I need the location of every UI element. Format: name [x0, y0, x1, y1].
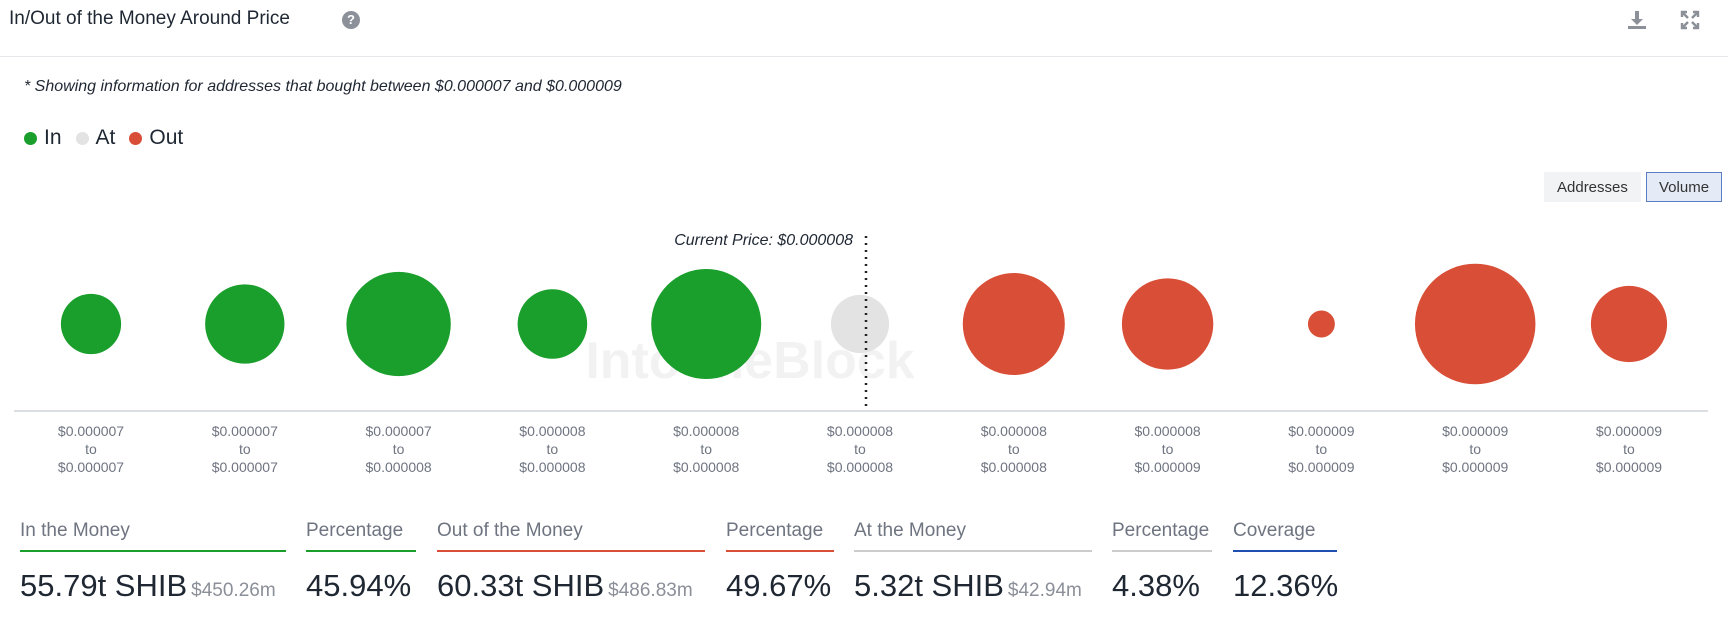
x-tick-label: $0.000008 [827, 423, 893, 439]
stat-label: Percentage [726, 520, 834, 552]
stats-row: In the Money 55.79t SHIB $450.26m Percent… [0, 520, 1728, 610]
x-tick-label: $0.000007 [212, 423, 278, 439]
x-tick-label: to [547, 441, 559, 457]
stat-usd: $486.83m [608, 580, 693, 601]
stat-label: Percentage [1112, 520, 1212, 552]
stat-label: Coverage [1233, 520, 1337, 552]
bubble-in[interactable] [346, 271, 451, 377]
stat-label: Percentage [306, 520, 416, 552]
x-tick-label: $0.000008 [366, 459, 432, 475]
stat-coverage: Coverage 12.36% [1233, 520, 1339, 604]
download-icon[interactable] [1625, 8, 1649, 32]
x-tick-label: $0.000008 [673, 423, 739, 439]
stat-value: 12.36% [1233, 568, 1339, 603]
x-tick-label: $0.000009 [1442, 459, 1508, 475]
legend: In At Out [24, 126, 197, 150]
stat-value: 4.38% [1112, 568, 1200, 603]
stat-out-percentage: Percentage 49.67% [726, 520, 834, 604]
x-tick-label: to [393, 441, 405, 457]
stat-value: 5.32t SHIB $42.94m [854, 568, 1082, 603]
addresses-toggle-button[interactable]: Addresses [1544, 172, 1641, 202]
stat-at-the-money: At the Money 5.32t SHIB $42.94m [854, 520, 1092, 604]
info-note: * Showing information for addresses that… [24, 78, 622, 95]
bubble-out[interactable] [962, 272, 1065, 376]
x-tick-label: to [854, 441, 866, 457]
stat-in-the-money: In the Money 55.79t SHIB $450.26m [20, 520, 286, 604]
x-tick-label: $0.000007 [58, 459, 124, 475]
x-tick-label: to [85, 441, 97, 457]
stat-label: Out of the Money [437, 520, 705, 552]
legend-dot-out [129, 131, 143, 145]
legend-item-at[interactable]: At [75, 126, 116, 150]
legend-item-in[interactable]: In [24, 126, 62, 150]
stat-label: In the Money [20, 520, 286, 552]
x-tick-label: to [239, 441, 251, 457]
expand-icon[interactable] [1678, 8, 1702, 32]
stat-usd: $42.94m [1007, 580, 1082, 601]
stat-value: 55.79t SHIB $450.26m [20, 568, 276, 603]
stat-value: 45.94% [306, 568, 412, 603]
bubble-out[interactable] [1307, 310, 1335, 338]
stat-label: At the Money [854, 520, 1092, 552]
stat-out-of-the-money: Out of the Money 60.33t SHIB $486.83m [437, 520, 705, 604]
x-tick-label: $0.000008 [519, 459, 585, 475]
x-tick-label: to [1162, 441, 1174, 457]
bubble-in[interactable] [60, 293, 122, 355]
x-tick-label: $0.000008 [981, 423, 1047, 439]
x-tick-label: $0.000007 [212, 459, 278, 475]
legend-label-in: In [44, 126, 62, 149]
x-tick-label: $0.000008 [827, 459, 893, 475]
x-tick-label: $0.000008 [673, 459, 739, 475]
x-tick-label: $0.000007 [366, 423, 432, 439]
stat-usd: $450.26m [191, 580, 276, 601]
x-tick-label: $0.000009 [1288, 459, 1354, 475]
x-tick-label: $0.000009 [1288, 423, 1354, 439]
current-price-label: Current Price: $0.000008 [674, 232, 853, 249]
bubble-at[interactable] [830, 294, 890, 354]
x-tick-label: $0.000009 [1596, 423, 1662, 439]
stat-at-percentage: Percentage 4.38% [1112, 520, 1212, 604]
stat-in-percentage: Percentage 45.94% [306, 520, 416, 604]
stat-value: 60.33t SHIB $486.83m [437, 568, 693, 603]
legend-dot-in [24, 131, 37, 145]
question-circle-icon[interactable]: ? [342, 11, 360, 29]
x-tick-label: to [1623, 441, 1635, 457]
legend-label-out: Out [149, 126, 184, 149]
x-tick-label: $0.000009 [1442, 423, 1508, 439]
x-tick-label: to [1008, 441, 1020, 457]
x-tick-label: $0.000009 [1135, 459, 1201, 475]
bubble-chart: IntoTheBlock$0.000007to$0.000007$0.00000… [14, 232, 1708, 475]
bubble-out[interactable] [1414, 263, 1536, 385]
x-tick-label: to [700, 441, 712, 457]
bubble-out[interactable] [1590, 285, 1668, 363]
chart-header: In/Out of the Money Around Price ? [0, 0, 1728, 57]
x-tick-label: $0.000008 [1135, 423, 1201, 439]
legend-item-out[interactable]: Out [129, 126, 183, 150]
x-tick-label: $0.000008 [519, 423, 585, 439]
x-tick-label: $0.000008 [981, 459, 1047, 475]
x-tick-label: $0.000009 [1596, 459, 1662, 475]
bubble-in[interactable] [651, 269, 762, 379]
x-tick-label: $0.000007 [58, 423, 124, 439]
legend-dot-at [75, 131, 89, 145]
x-tick-label: to [1316, 441, 1328, 457]
stat-value: 49.67% [726, 568, 832, 603]
bubble-in[interactable] [517, 289, 588, 359]
bubble-out[interactable] [1121, 278, 1214, 370]
page-title: In/Out of the Money Around Price [9, 8, 290, 29]
x-tick-label: to [1469, 441, 1481, 457]
legend-label-at: At [95, 126, 116, 149]
bubble-in[interactable] [205, 284, 285, 364]
volume-toggle-button[interactable]: Volume [1646, 172, 1723, 202]
